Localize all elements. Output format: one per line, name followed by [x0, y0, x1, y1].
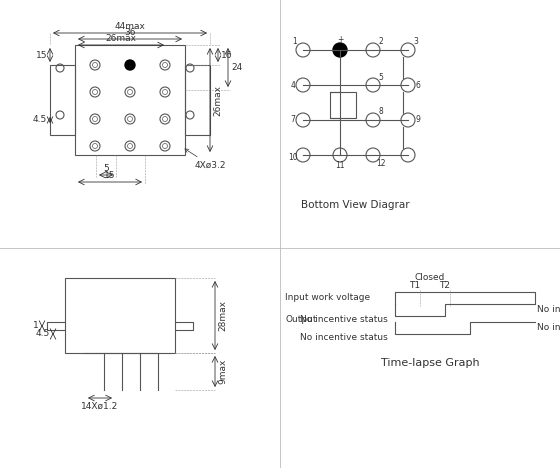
Text: 6: 6 — [416, 80, 421, 89]
Bar — [50, 65, 75, 135]
Text: T2: T2 — [440, 281, 450, 290]
Text: 4Xø3.2: 4Xø3.2 — [185, 149, 226, 170]
Text: T1: T1 — [409, 281, 421, 290]
Text: 2: 2 — [379, 37, 384, 46]
Circle shape — [333, 43, 347, 57]
Text: 4: 4 — [291, 80, 296, 89]
Text: 26max: 26max — [213, 85, 222, 116]
Text: 28max: 28max — [218, 300, 227, 331]
Text: Output: Output — [285, 315, 316, 324]
Text: 4.5: 4.5 — [36, 329, 50, 338]
Text: No incentive: No incentive — [537, 323, 560, 332]
Text: Bottom View Diagrar: Bottom View Diagrar — [301, 200, 409, 210]
Text: 1: 1 — [293, 37, 297, 46]
Text: 9: 9 — [416, 116, 421, 124]
Text: 24: 24 — [231, 63, 242, 72]
Bar — [65, 278, 175, 353]
Text: 16: 16 — [221, 51, 232, 59]
Text: 9max: 9max — [218, 359, 227, 384]
Circle shape — [125, 60, 135, 70]
Text: 36: 36 — [124, 28, 136, 37]
Text: 5: 5 — [379, 73, 384, 81]
Bar — [75, 45, 185, 155]
Text: 4.5: 4.5 — [32, 116, 47, 124]
Text: No incentive status: No incentive status — [300, 315, 388, 324]
Text: Closed: Closed — [415, 273, 445, 282]
Text: No incentive status: No incentive status — [300, 334, 388, 343]
Text: 15: 15 — [35, 51, 47, 59]
Text: 14Xø1.2: 14Xø1.2 — [81, 402, 119, 411]
Text: 1: 1 — [33, 322, 39, 330]
Text: 26max: 26max — [105, 34, 137, 43]
Text: 44max: 44max — [115, 22, 146, 31]
Text: Input work voltage: Input work voltage — [285, 293, 370, 302]
Text: No incentive: No incentive — [537, 306, 560, 314]
Text: 10: 10 — [288, 153, 298, 161]
Text: 11: 11 — [335, 161, 345, 169]
Text: 8: 8 — [379, 108, 384, 117]
Text: 12: 12 — [376, 159, 386, 168]
Text: +: + — [337, 36, 343, 44]
Text: 3: 3 — [414, 37, 418, 46]
Bar — [330, 92, 356, 118]
Text: 7: 7 — [291, 116, 296, 124]
Bar — [185, 65, 210, 135]
Text: 5: 5 — [103, 164, 109, 173]
Text: Time-lapse Graph: Time-lapse Graph — [381, 358, 479, 368]
Text: 15: 15 — [104, 171, 116, 180]
